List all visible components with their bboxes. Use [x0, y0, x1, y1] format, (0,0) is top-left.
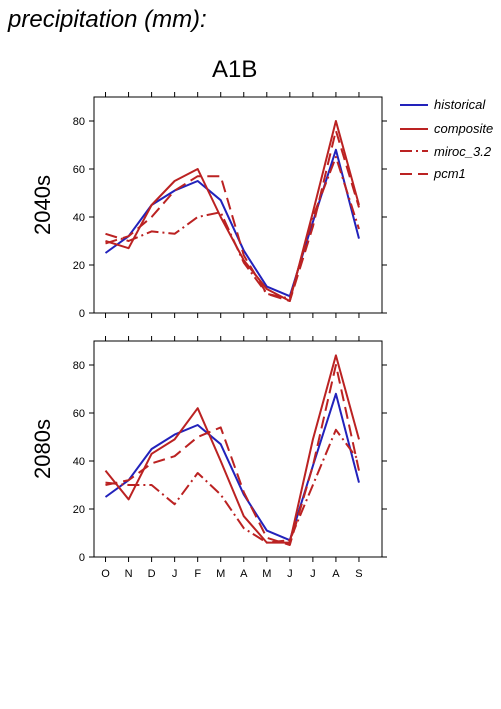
legend-label-miroc: miroc_3.2: [434, 144, 492, 159]
y-tick-label: 40: [73, 212, 85, 224]
legend-label-composite: composite: [434, 121, 494, 136]
y-tick-label: 80: [73, 360, 85, 372]
row-label-2080s: 2080s: [30, 419, 55, 479]
y-tick-label: 40: [73, 456, 85, 468]
plot-frame-2080s: [93, 340, 383, 558]
row-label-2040s: 2040s: [30, 175, 55, 235]
x-tick-label: M: [216, 568, 225, 580]
y-tick-label: 0: [79, 552, 85, 564]
series-line-composite-2080s: [104, 354, 360, 544]
series-line-pcm1-2040s: [105, 129, 360, 302]
y-tick-label: 20: [73, 260, 85, 272]
scenario-label: A1B: [212, 56, 258, 83]
y-tick-label: 20: [73, 504, 85, 516]
page-title: precipitation (mm):: [8, 6, 207, 33]
x-tick-label: J: [310, 568, 316, 580]
legend-label-historical: historical: [434, 97, 486, 112]
x-tick-label: J: [172, 568, 178, 580]
x-tick-label: D: [148, 568, 156, 580]
y-tick-label: 60: [73, 408, 85, 420]
x-tick-label: N: [125, 568, 133, 580]
series-line-historical-2080s: [104, 392, 360, 542]
x-tick-label: O: [101, 568, 110, 580]
series-line-composite-2040s: [105, 120, 360, 302]
x-tick-label: A: [240, 568, 248, 580]
y-tick-label: 80: [73, 116, 85, 128]
y-tick-label: 0: [79, 308, 85, 320]
x-tick-label: M: [262, 568, 271, 580]
x-tick-label: F: [194, 568, 201, 580]
x-tick-label: S: [355, 568, 362, 580]
y-tick-label: 60: [73, 164, 85, 176]
legend-label-pcm1: pcm1: [434, 166, 466, 181]
x-tick-label: A: [332, 568, 340, 580]
series-line-pcm1-2080s: [105, 364, 360, 546]
plot-frame-2040s: [93, 96, 383, 314]
x-tick-label: J: [287, 568, 293, 580]
